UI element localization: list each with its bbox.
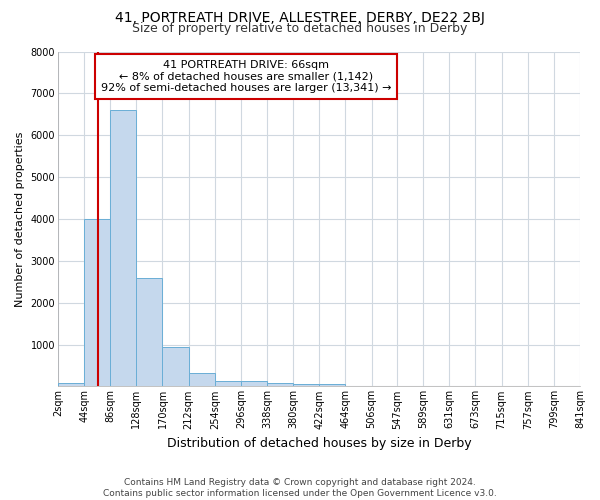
Bar bbox=[58, 384, 84, 386]
Bar bbox=[241, 382, 267, 386]
Text: 41 PORTREATH DRIVE: 66sqm
← 8% of detached houses are smaller (1,142)
92% of sem: 41 PORTREATH DRIVE: 66sqm ← 8% of detach… bbox=[101, 60, 391, 93]
Bar bbox=[215, 380, 241, 386]
Text: Contains HM Land Registry data © Crown copyright and database right 2024.
Contai: Contains HM Land Registry data © Crown c… bbox=[103, 478, 497, 498]
Bar bbox=[188, 372, 215, 386]
Bar bbox=[293, 384, 319, 386]
X-axis label: Distribution of detached houses by size in Derby: Distribution of detached houses by size … bbox=[167, 437, 471, 450]
Text: 41, PORTREATH DRIVE, ALLESTREE, DERBY, DE22 2BJ: 41, PORTREATH DRIVE, ALLESTREE, DERBY, D… bbox=[115, 11, 485, 25]
Y-axis label: Number of detached properties: Number of detached properties bbox=[15, 132, 25, 306]
Bar bbox=[163, 346, 188, 387]
Bar bbox=[84, 219, 110, 386]
Text: Size of property relative to detached houses in Derby: Size of property relative to detached ho… bbox=[133, 22, 467, 35]
Bar bbox=[136, 278, 163, 386]
Bar bbox=[319, 384, 346, 386]
Bar bbox=[267, 383, 293, 386]
Bar bbox=[110, 110, 136, 386]
